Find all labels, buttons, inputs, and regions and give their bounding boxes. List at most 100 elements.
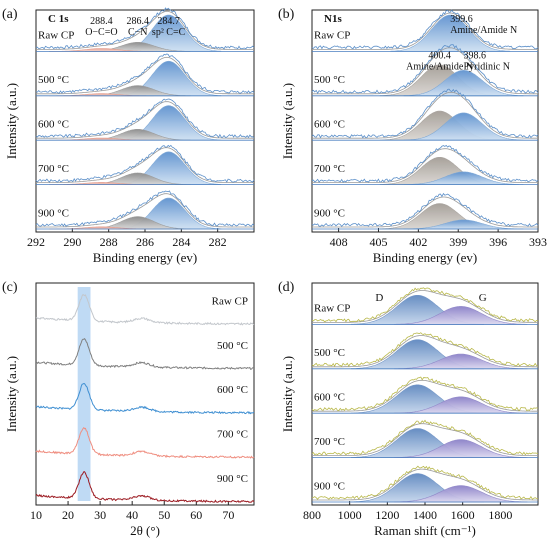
sample-2: 600 °C [311, 88, 539, 141]
x-tick-label: 288 [100, 235, 118, 249]
peak-annotation-label: Pyridinic N [464, 61, 510, 72]
sample-0: Raw CP [311, 9, 539, 52]
sample-label: 600 °C [38, 118, 69, 130]
sample-label: 700 °C [314, 163, 345, 175]
y-axis-label: Intensity (a.u.) [280, 83, 295, 159]
sample-3: 700 °C [35, 144, 255, 186]
x-tick-label: 1000 [338, 508, 362, 522]
sample-label: 500 °C [38, 74, 69, 86]
raw-spectrum [35, 144, 255, 183]
peak-annotation-label: sp² C=C [152, 27, 186, 38]
fit-envelope [36, 101, 254, 139]
fit-envelope [36, 56, 254, 95]
sample-label: 900 °C [217, 473, 248, 485]
plot-frame [35, 282, 255, 506]
xrd-line [35, 337, 254, 370]
sample-label: Raw CP [314, 303, 350, 315]
sample-label: 600 °C [314, 118, 345, 130]
raw-spectrum [311, 88, 539, 139]
raw-spectrum [35, 53, 255, 94]
raw-spectrum [311, 419, 539, 456]
peak-annotation-value: 400.4 [428, 50, 451, 61]
x-tick-label: 399 [449, 235, 467, 249]
panel-label: (c) [2, 280, 18, 295]
peak-area [394, 306, 528, 325]
fit-envelope [312, 335, 538, 368]
sample-label: 500 °C [314, 347, 345, 359]
fit-envelope [312, 379, 538, 412]
chart-title: C 1s [48, 13, 69, 25]
sample-label: 700 °C [38, 163, 69, 175]
fit-envelope [312, 47, 538, 95]
x-tick-label: 30 [94, 508, 106, 522]
sample-label: 900 °C [314, 207, 345, 219]
plot-frame [311, 9, 539, 233]
x-tick-label: 40 [126, 508, 138, 522]
sample-label: 700 °C [314, 436, 345, 448]
sample-1: 500 °C [311, 332, 539, 370]
sample-0: Raw CP [35, 293, 255, 326]
peak-area [394, 485, 528, 503]
x-tick-label: 408 [330, 235, 348, 249]
x-tick-label: 284 [172, 235, 190, 249]
raw-spectrum [311, 332, 539, 367]
band-label: D [375, 292, 383, 304]
chart-title: N1s [324, 13, 342, 25]
peak-annotation-label: Amine/Amide N [450, 25, 517, 36]
peak-area [394, 353, 528, 370]
raw-spectrum [35, 7, 255, 50]
sample-2: 600 °C [311, 376, 539, 414]
raw-spectrum [311, 192, 539, 228]
raw-spectrum [311, 9, 539, 50]
sample-label: Raw CP [38, 30, 74, 42]
peak-annotation-value: 286.4 [126, 16, 149, 27]
xrd-line [35, 382, 255, 415]
x-tick-label: 70 [222, 508, 234, 522]
fit-envelope [312, 12, 538, 50]
sample-label: Raw CP [212, 295, 248, 307]
panel-a: (a) Intensity (a.u.) 292 290 288 286 284 282 Bin… [2, 7, 255, 265]
raw-spectrum [311, 44, 539, 95]
peak-annotation-value: 399.6 [450, 14, 473, 25]
sample-0: Raw CP [35, 7, 255, 52]
x-tick-label: 405 [369, 235, 387, 249]
sample-2: 600 °C [35, 98, 255, 141]
fit-envelope [312, 196, 538, 228]
xrd-line [35, 293, 255, 326]
peak-area [394, 396, 528, 414]
x-tick-label: 1200 [375, 508, 399, 522]
sample-4: 900 °C [35, 471, 255, 503]
xrd-line [35, 471, 255, 503]
xrd-line [35, 426, 255, 459]
x-tick-label: 1800 [488, 508, 512, 522]
sample-label: 700 °C [217, 429, 248, 441]
raw-spectrum [311, 465, 538, 500]
y-axis-label: Intensity (a.u.) [280, 356, 295, 432]
peak-area [403, 112, 524, 141]
x-tick-label: 20 [62, 508, 74, 522]
raw-spectrum [311, 144, 539, 183]
fit-envelope [312, 468, 538, 501]
panel-c: (c) Intensity (a.u.) 10 20 30 40 50 60 70 2θ (°) R… [2, 280, 255, 538]
panel-b: (b) Intensity (a.u.) 408 405 402 399 396 393 Bin… [278, 7, 547, 265]
raw-spectrum [35, 98, 255, 139]
fit-envelope [312, 290, 538, 323]
sample-label: 500 °C [314, 74, 345, 86]
fit-envelope [312, 91, 538, 139]
x-tick-label: 1400 [413, 508, 437, 522]
peak-area [394, 439, 528, 458]
x-tick-label: 10 [30, 508, 42, 522]
x-tick-label: 292 [27, 235, 45, 249]
peak-annotation-label: Amine/Amide N [406, 61, 473, 72]
x-tick-label: 60 [190, 508, 202, 522]
peak-area [390, 14, 511, 52]
x-tick-label: 1600 [451, 508, 475, 522]
y-axis-label: Intensity (a.u.) [4, 83, 19, 159]
x-tick-label: 286 [136, 235, 154, 249]
panel-label: (b) [278, 7, 295, 22]
peak-area [403, 171, 524, 185]
peak-annotation-value: 284.7 [157, 16, 180, 27]
raw-spectrum [311, 287, 539, 323]
y-axis-label: Intensity (a.u.) [4, 356, 19, 432]
